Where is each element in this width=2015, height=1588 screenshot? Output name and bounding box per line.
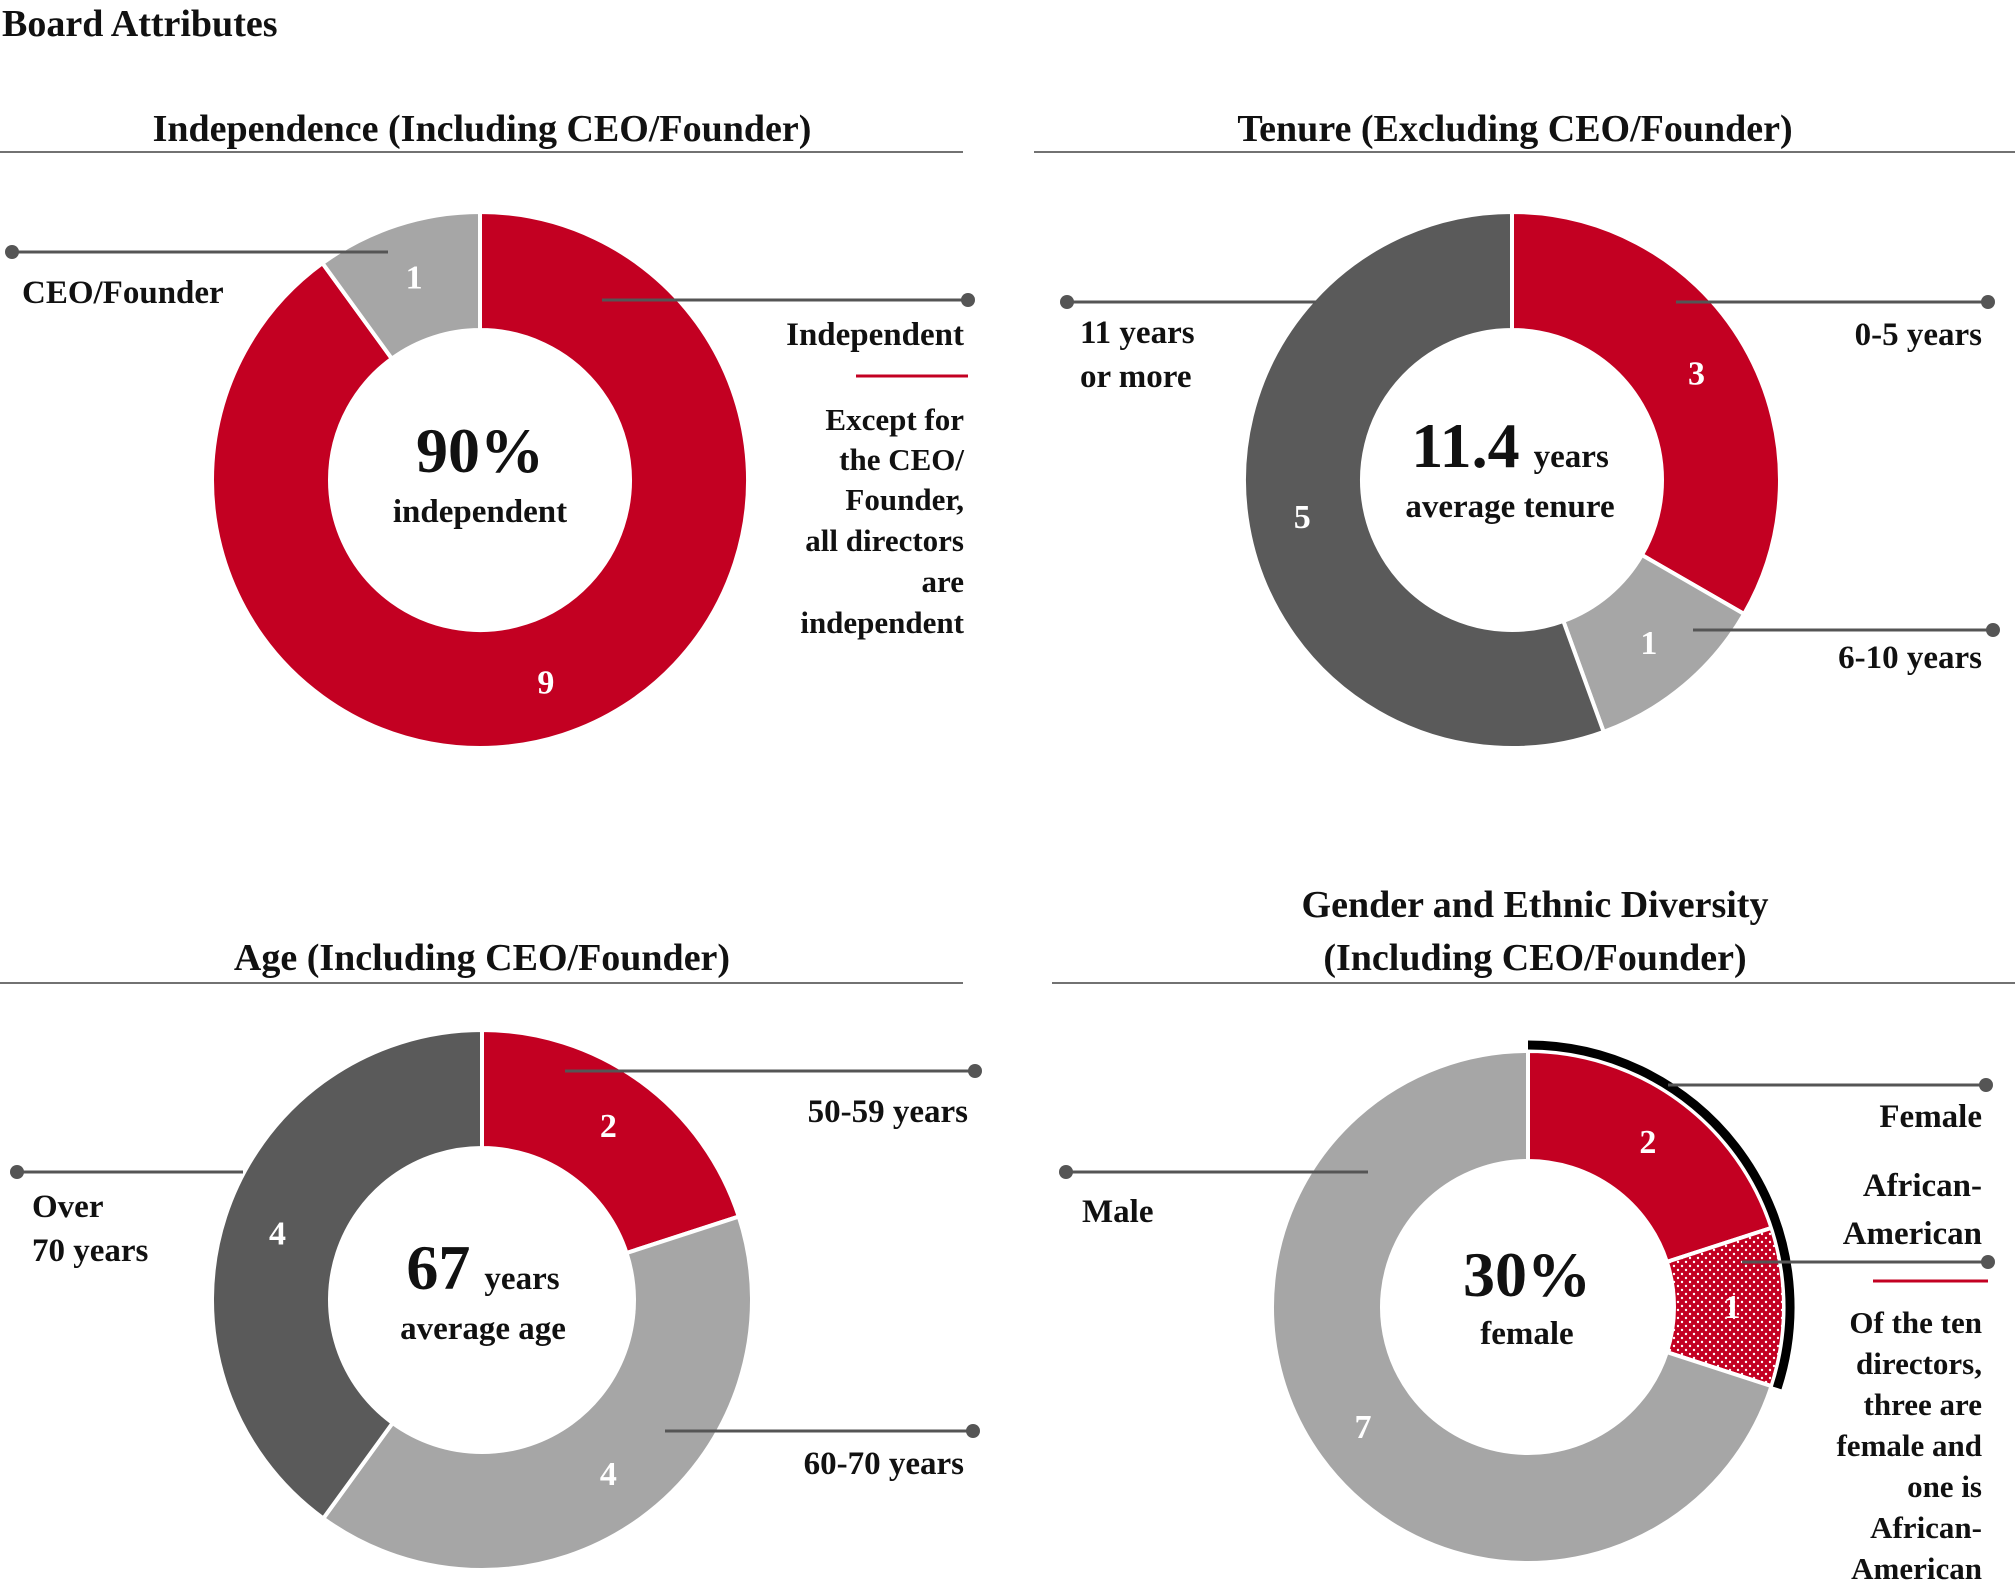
legend-label: Female: [1879, 1099, 1982, 1135]
center-caption: independent: [393, 494, 567, 530]
chart-diversity: Gender and Ethnic Diversity (Including C…: [1052, 884, 2015, 1586]
center-caption: female: [1480, 1316, 1573, 1352]
note-line: all directors: [805, 523, 964, 558]
note-line: Of the ten: [1849, 1305, 1982, 1340]
callout-male: Male: [1059, 1165, 1368, 1230]
slice-ceo-founder: [319, 209, 482, 362]
footnote: Except for the CEO/ Founder, all directo…: [800, 402, 964, 640]
slice-female: [1526, 1048, 1774, 1265]
donut: 91: [210, 209, 750, 750]
note-line: are: [922, 564, 964, 599]
chart-age: Age (Including CEO/Founder) 2 4 4 67 years…: [0, 937, 982, 1572]
value-label-6-10-years: 1: [1640, 625, 1657, 662]
chart-tenure: Tenure (Excluding CEO/Founder) 3 1 5 11.4 …: [1034, 108, 2015, 750]
legend-label: Over: [32, 1189, 103, 1225]
value-label-african-american: 1: [1724, 1289, 1741, 1326]
slice-independent: [210, 209, 750, 750]
value-label-50-59-years: 2: [600, 1108, 617, 1145]
center-big: 30%: [1463, 1239, 1591, 1310]
note-line: directors,: [1856, 1346, 1982, 1381]
legend-label: African-: [1863, 1168, 1982, 1204]
center-headline: 11.4 years: [1411, 410, 1609, 481]
note-line: female and: [1836, 1428, 1982, 1463]
callout-0-5-years: 0-5 years: [1676, 295, 1995, 353]
callout-african-american: African- American: [1742, 1168, 1995, 1283]
legend-label: 50-59 years: [808, 1094, 969, 1130]
note-line: American: [1851, 1551, 1982, 1586]
legend-label: 6-10 years: [1838, 640, 1982, 676]
value-label-male: 7: [1354, 1409, 1371, 1446]
legend-label: Independent: [786, 317, 964, 353]
legend-label: 0-5 years: [1855, 317, 1983, 353]
note-line: Except for: [825, 402, 964, 437]
value-label-independent: 9: [537, 665, 554, 702]
value-label-11-years-or-more: 5: [1294, 499, 1311, 536]
center-headline: 67 years: [406, 1232, 559, 1303]
center-big: 90%: [416, 415, 544, 486]
slice-11-years-or-more: [1242, 209, 1607, 750]
chart-title: Age (Including CEO/Founder): [234, 937, 730, 979]
chart-title: Independence (Including CEO/Founder): [153, 108, 812, 150]
legend-label: 60-70 years: [804, 1446, 965, 1482]
callout-over-70-years: Over 70 years: [10, 1165, 243, 1269]
donut: 2 4 4: [210, 1027, 754, 1572]
legend-label: 70 years: [32, 1233, 149, 1269]
callout-60-70-years: 60-70 years: [665, 1424, 980, 1482]
callout-ceo-founder: CEO/Founder: [5, 245, 388, 311]
legend-label: Male: [1082, 1194, 1153, 1230]
callout-11-years-or-more: 11 years or more: [1060, 295, 1316, 395]
note-line: three are: [1864, 1387, 1983, 1422]
note-line: the CEO/: [839, 442, 964, 477]
callout-50-59-years: 50-59 years: [565, 1064, 982, 1130]
center-big: 67: [406, 1232, 470, 1303]
legend-label: American: [1843, 1216, 1982, 1252]
footnote: Of the ten directors, three are female a…: [1836, 1305, 1982, 1586]
note-line: one is: [1907, 1469, 1982, 1504]
chart-independence: Independence (Including CEO/Founder) 91 …: [0, 108, 975, 750]
slice-over-70-years: [210, 1027, 484, 1522]
slice-50-59-years: [480, 1027, 742, 1256]
value-label-60-70-years: 4: [600, 1456, 617, 1493]
chart-title: Gender and Ethnic Diversity: [1302, 884, 1769, 926]
value-label-0-5-years: 3: [1688, 356, 1705, 393]
callout-6-10-years: 6-10 years: [1693, 623, 2000, 676]
female-highlight-arc: [1527, 1040, 1795, 1390]
center-caption: average age: [400, 1311, 566, 1347]
value-label-over-70-years: 4: [269, 1216, 286, 1253]
note-line: African-: [1870, 1510, 1982, 1545]
note-line: Founder,: [845, 482, 964, 517]
center-caption: average tenure: [1405, 489, 1614, 525]
callout-female: Female: [1668, 1078, 1993, 1135]
chart-title: (Including CEO/Founder): [1323, 937, 1746, 979]
chart-title: Tenure (Excluding CEO/Founder): [1237, 108, 1792, 150]
center-unit: years: [484, 1261, 559, 1297]
slice-0-5-years: [1510, 209, 1782, 617]
donut: 3 1 5: [1242, 209, 1782, 750]
legend-label: or more: [1080, 359, 1192, 395]
center-unit: years: [1534, 439, 1609, 475]
legend-label: 11 years: [1080, 315, 1195, 351]
slice-60-70-years: [320, 1214, 754, 1572]
value-label-ceo-founder: 1: [406, 259, 423, 296]
legend-label: CEO/Founder: [22, 275, 224, 311]
value-label-female: 2: [1639, 1124, 1656, 1161]
note-line: independent: [800, 605, 964, 640]
page-title: Board Attributes: [2, 3, 278, 45]
donut: 2 1 7: [1270, 1040, 1795, 1565]
callout-independent: Independent: [602, 293, 975, 378]
center-big: 11.4: [1411, 410, 1519, 481]
slice-male: [1270, 1048, 1774, 1565]
